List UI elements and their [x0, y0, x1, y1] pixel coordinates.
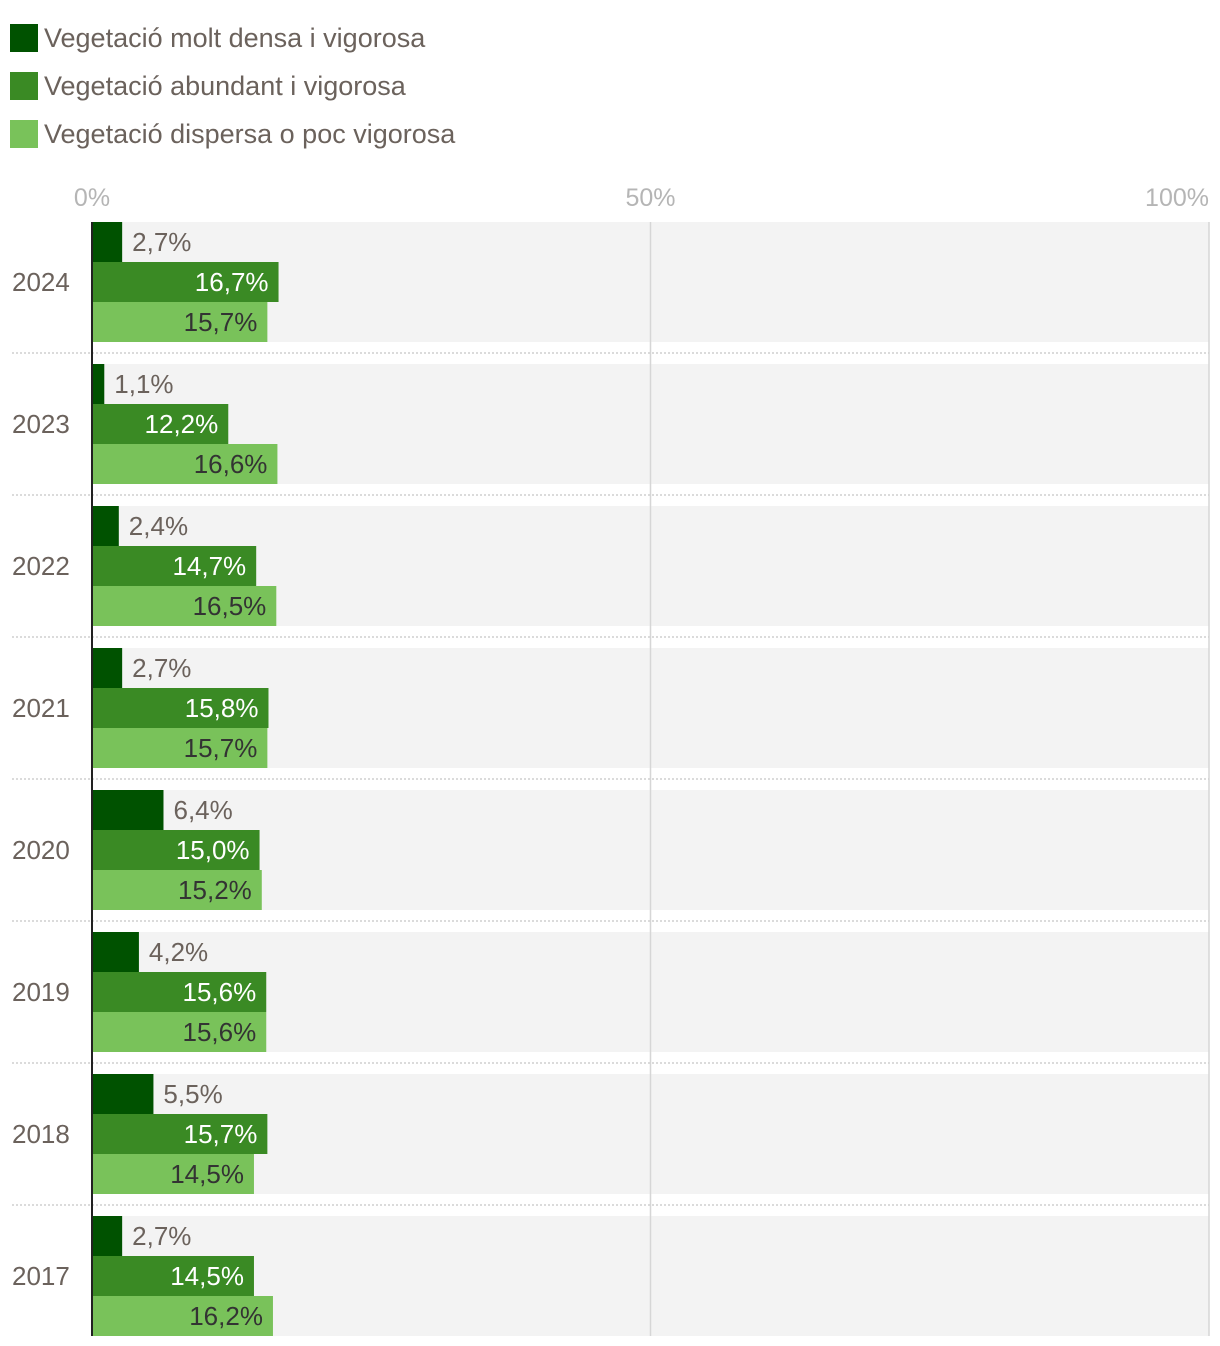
data-label-s1-2018: 15,7% — [184, 1119, 258, 1149]
bar-s1-2024 — [92, 262, 279, 302]
x-tick-label-50: 50% — [625, 184, 675, 212]
bar-s2-2018 — [92, 1154, 254, 1194]
bar-s0-2020 — [92, 790, 164, 830]
bar-s0-2019 — [92, 932, 139, 972]
data-label-s0-2021: 2,7% — [132, 653, 191, 683]
bar-s0-2018 — [92, 1074, 154, 1114]
y-category-label-2023: 2023 — [12, 409, 70, 439]
legend-label-sparse: Vegetació dispersa o poc vigorosa — [44, 118, 456, 149]
data-label-s0-2022: 2,4% — [129, 511, 188, 541]
data-label-s0-2024: 2,7% — [132, 227, 191, 257]
data-label-s1-2017: 14,5% — [170, 1261, 244, 1291]
data-label-s2-2022: 16,5% — [193, 591, 267, 621]
bar-s1-2018 — [92, 1114, 268, 1154]
data-label-s2-2018: 14,5% — [170, 1159, 244, 1189]
bar-s0-2017 — [92, 1216, 123, 1256]
bar-s2-2020 — [92, 870, 262, 910]
data-label-s1-2023: 12,2% — [145, 409, 219, 439]
bar-s2-2017 — [92, 1296, 273, 1336]
data-label-s0-2018: 5,5% — [163, 1079, 222, 1109]
bar-s0-2022 — [92, 506, 119, 546]
legend-swatch-sparse — [10, 120, 38, 148]
bar-s1-2023 — [92, 404, 229, 444]
bar-s2-2023 — [92, 444, 278, 484]
data-label-s1-2024: 16,7% — [195, 267, 269, 297]
data-label-s1-2020: 15,0% — [176, 835, 250, 865]
data-label-s2-2024: 15,7% — [184, 307, 258, 337]
y-category-label-2018: 2018 — [12, 1119, 70, 1149]
bar-s2-2021 — [92, 728, 268, 768]
bar-s0-2023 — [92, 364, 105, 404]
bar-s1-2021 — [92, 688, 269, 728]
bar-s2-2019 — [92, 1012, 267, 1052]
data-label-s2-2021: 15,7% — [184, 733, 258, 763]
x-tick-label-0: 0% — [74, 184, 110, 212]
data-label-s1-2022: 14,7% — [172, 551, 246, 581]
bar-s2-2024 — [92, 302, 268, 342]
y-category-label-2024: 2024 — [12, 267, 70, 297]
data-label-s2-2017: 16,2% — [189, 1301, 263, 1331]
bar-s0-2024 — [92, 222, 123, 262]
data-label-s2-2019: 15,6% — [183, 1017, 257, 1047]
y-category-label-2019: 2019 — [12, 977, 70, 1007]
legend-item-sparse: Vegetació dispersa o poc vigorosa — [10, 110, 455, 158]
bar-s1-2022 — [92, 546, 257, 586]
y-category-label-2021: 2021 — [12, 693, 70, 723]
bar-s1-2019 — [92, 972, 267, 1012]
legend-item-abundant: Vegetació abundant i vigorosa — [10, 62, 455, 110]
data-label-s0-2017: 2,7% — [132, 1221, 191, 1251]
data-label-s0-2019: 4,2% — [149, 937, 208, 967]
x-tick-label-100: 100% — [1145, 184, 1209, 212]
legend-label-very-dense: Vegetació molt densa i vigorosa — [44, 22, 426, 53]
y-category-label-2022: 2022 — [12, 551, 70, 581]
bar-s1-2017 — [92, 1256, 254, 1296]
y-category-label-2017: 2017 — [12, 1261, 70, 1291]
data-label-s2-2023: 16,6% — [194, 449, 268, 479]
bar-s0-2021 — [92, 648, 123, 688]
legend-swatch-very-dense — [10, 24, 38, 52]
bar-s2-2022 — [92, 586, 277, 626]
y-category-label-2020: 2020 — [12, 835, 70, 865]
bar-s1-2020 — [92, 830, 260, 870]
data-label-s0-2020: 6,4% — [173, 795, 232, 825]
data-label-s0-2023: 1,1% — [114, 369, 173, 399]
data-label-s2-2020: 15,2% — [178, 875, 252, 905]
data-label-s1-2021: 15,8% — [185, 693, 259, 723]
legend-swatch-abundant — [10, 72, 38, 100]
legend-label-abundant: Vegetació abundant i vigorosa — [44, 70, 406, 101]
legend: Vegetació molt densa i vigorosa Vegetaci… — [10, 14, 455, 158]
legend-item-very-dense: Vegetació molt densa i vigorosa — [10, 14, 455, 62]
data-label-s1-2019: 15,6% — [183, 977, 257, 1007]
